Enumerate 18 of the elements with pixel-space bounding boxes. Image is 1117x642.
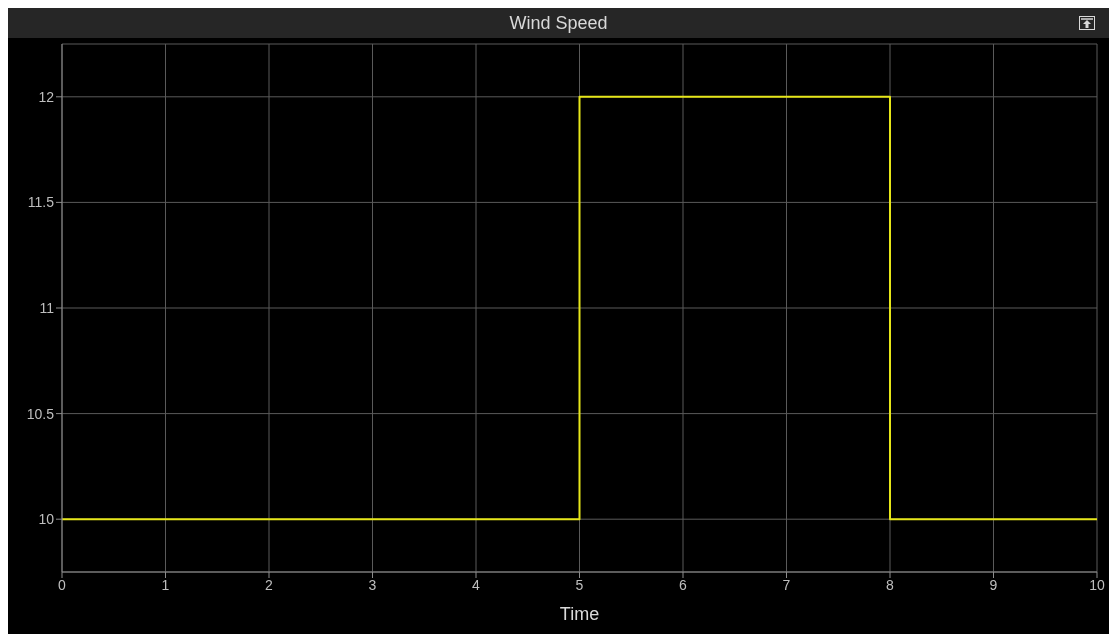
x-tick-label: 9 — [989, 576, 998, 593]
y-tick-label: 10.5 — [26, 405, 55, 422]
y-tick-label: 11.5 — [27, 194, 55, 211]
x-tick-label: 1 — [161, 576, 170, 593]
y-tick-label: 12 — [38, 88, 55, 105]
x-axis-title: Time — [559, 604, 600, 624]
x-tick-label: 3 — [368, 576, 377, 593]
x-tick-label: 8 — [886, 576, 895, 593]
x-tick-label: 7 — [782, 576, 791, 593]
y-tick-label: 11 — [39, 299, 55, 316]
y-tick-label: 10 — [38, 511, 55, 528]
x-tick-label: 5 — [575, 576, 584, 593]
chart-title: Wind Speed — [8, 8, 1109, 38]
x-tick-label: 10 — [1089, 576, 1105, 593]
x-tick-label: 6 — [679, 576, 688, 593]
x-tick-label: 0 — [58, 576, 67, 593]
x-tick-label: 4 — [472, 576, 481, 593]
x-tick-label: 2 — [265, 576, 274, 593]
